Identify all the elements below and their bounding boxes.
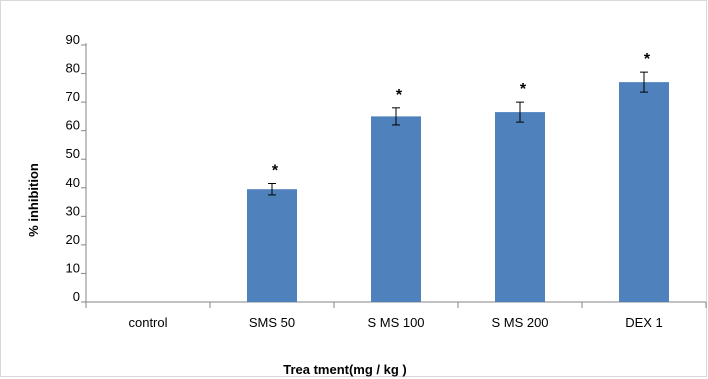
x-tick-label: SMS 50 xyxy=(249,315,295,330)
x-tick-label: DEX 1 xyxy=(625,315,663,330)
significance-star: * xyxy=(396,87,403,104)
significance-star: * xyxy=(644,51,651,68)
y-tick-label: 70 xyxy=(66,89,80,104)
y-tick-label: 10 xyxy=(66,260,80,275)
y-tick-label: 20 xyxy=(66,232,80,247)
y-tick-label: 40 xyxy=(66,175,80,190)
y-tick-label: 60 xyxy=(66,118,80,133)
y-tick-label: 90 xyxy=(66,32,80,47)
x-tick-label: S MS 100 xyxy=(367,315,424,330)
y-tick-label: 0 xyxy=(73,289,80,304)
x-tick-label: S MS 200 xyxy=(491,315,548,330)
y-axis-title: % inhibition xyxy=(26,163,41,237)
significance-star: * xyxy=(272,162,279,179)
y-axis: 0 10 20 30 40 50 60 70 80 90 xyxy=(66,32,87,304)
x-tick-label: control xyxy=(128,315,167,330)
bar xyxy=(247,189,297,302)
bar xyxy=(619,82,669,302)
bar xyxy=(371,116,421,302)
y-tick-label: 80 xyxy=(66,61,80,76)
bars: * * * * xyxy=(247,51,669,302)
y-tick-label: 30 xyxy=(66,203,80,218)
x-axis-title: Trea tment(mg / kg ) xyxy=(283,362,407,377)
bar xyxy=(495,112,545,302)
y-tick-label: 50 xyxy=(66,146,80,161)
significance-star: * xyxy=(520,81,527,98)
